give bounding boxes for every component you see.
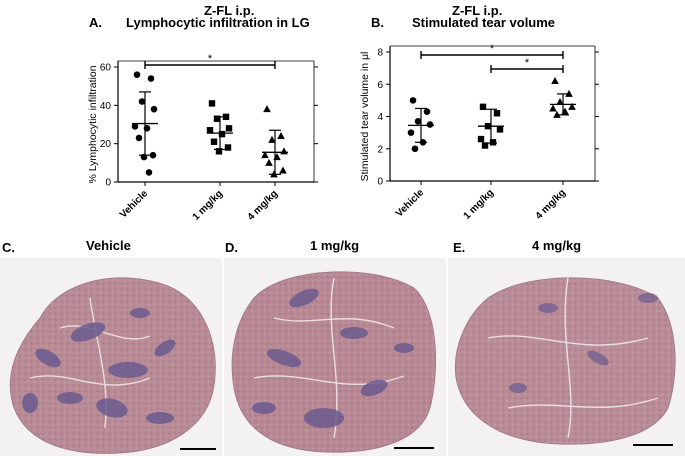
scale-bar [394,447,434,449]
y-tick-label: 0 [105,178,111,189]
series-square [477,103,504,149]
panel-a-heading-line2: Lymphocytic infiltration in LG [126,15,310,30]
panel-e-letter: E. [453,240,466,255]
data-point [268,135,276,143]
x-tick-label: 4 mg/kg [246,188,281,223]
data-point [215,148,223,155]
data-point [496,126,504,133]
panel-b-letter: B. [371,15,384,30]
data-point [549,104,557,112]
y-tick-label: 2 [377,144,383,155]
data-point [224,144,232,151]
lymphocytic-foci [22,308,176,424]
panel-a-heading-line1: Z-FL i.p. [204,3,255,18]
data-point [561,107,569,115]
panel-b-heading-line1: Z-FL i.p. [452,3,503,18]
data-point [407,129,415,136]
data-point [489,139,497,146]
series-circle [131,71,158,176]
micrograph-1mgkg [224,258,446,456]
series-triangle [549,77,576,118]
data-point [426,121,434,128]
data-point [138,98,146,105]
data-point [213,115,221,122]
x-tick-label: 1 mg/kg [191,188,226,223]
y-tick-label: 60 [100,63,112,74]
data-point [225,125,233,132]
data-point [265,158,273,166]
data-point [263,105,271,113]
data-point [210,138,218,145]
data-point [261,151,269,159]
micrograph-4mgkg [448,258,685,456]
series-square [206,100,233,155]
lymphocytic-foci [509,293,658,393]
chart-b-tear-volume: 0 2 4 6 8 Stimulated tear volume in μl Vehicle… [359,43,599,222]
y-axis-label: Stimulated tear volume in μl [359,52,371,182]
y-axis-label: % Lymphocytic infiltration [87,65,99,183]
data-point [273,153,281,161]
data-point [133,71,141,78]
scale-bar [180,448,216,450]
data-point [208,100,216,107]
data-point [551,77,559,85]
y-tick-label: 4 [377,112,383,123]
data-point [556,97,564,105]
data-point [149,151,157,159]
significance-star: * [525,57,530,69]
significance-star: * [208,53,213,65]
x-tick-label: 1 mg/kg [462,187,497,222]
series-circle [407,97,434,153]
panel-a-letter: A. [89,15,102,30]
data-point [206,127,214,134]
panel-d-letter: D. [225,240,238,255]
tissue-section [231,271,437,453]
x-tick-label: Vehicle [118,188,150,220]
y-tick-label: 40 [100,101,112,112]
panel-b-heading-line2: Stimulated tear volume [412,15,556,30]
x-tick-label: Vehicle [394,187,426,219]
data-point [280,147,288,155]
panel-d-caption: 1 mg/kg [310,238,360,253]
chart-a-lymphocytic-infiltration: 0 20 40 60% Lymphocytic infiltration Vehicle… [87,53,318,223]
data-point [423,108,431,115]
data-point [277,132,285,139]
scale-bar [633,444,673,446]
x-tick-label: 4 mg/kg [534,187,569,222]
y-tick-label: 0 [377,177,383,188]
y-tick-label: 8 [377,48,383,59]
data-point [411,145,419,153]
data-point [145,169,153,176]
panel-c-caption: Vehicle [86,238,131,253]
data-point [481,142,489,149]
y-tick-label: 6 [377,80,383,91]
data-point [409,97,417,104]
tissue-septa [487,277,659,439]
data-point [135,134,143,142]
data-point [150,105,158,113]
data-point [218,130,226,138]
data-point [568,102,576,110]
data-point [493,110,501,117]
data-point [147,75,155,82]
tissue-section [454,277,676,445]
data-point [279,166,287,174]
data-point [414,118,422,125]
series-triangle [261,105,288,178]
y-tick-label: 20 [100,139,112,150]
lymphocytic-foci [252,288,414,428]
data-point [479,103,487,111]
data-point [477,135,485,143]
micrograph-vehicle [0,258,222,456]
panel-c-letter: C. [2,240,15,255]
panel-e-caption: 4 mg/kg [532,238,582,253]
data-point [131,123,139,130]
significance-star: * [490,43,495,55]
